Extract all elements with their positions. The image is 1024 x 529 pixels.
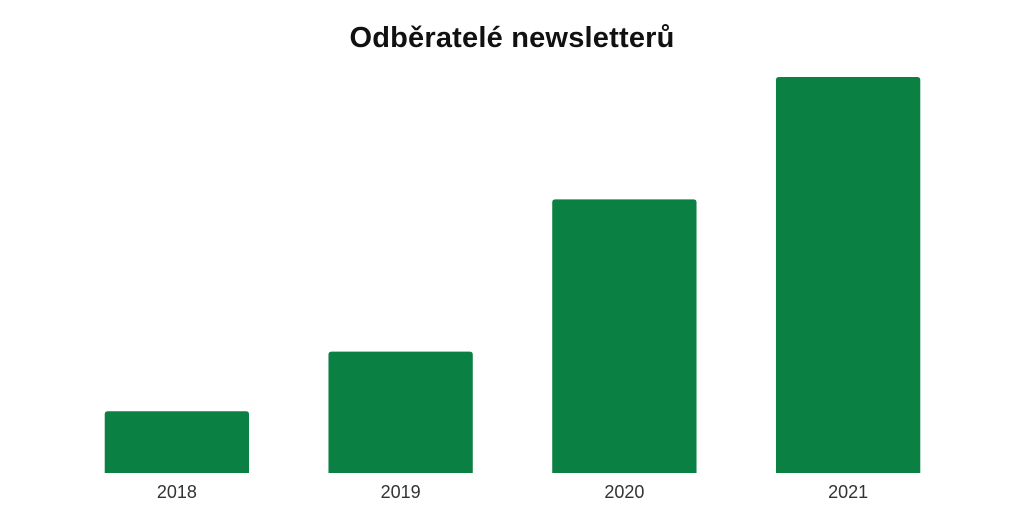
bars-group (104, 76, 921, 474)
bar-2018 (104, 411, 250, 473)
bar-2019 (328, 351, 473, 473)
bar-2021 (775, 76, 921, 474)
x-tick-label-2018: 2018 (157, 482, 197, 502)
bar-2020 (552, 199, 697, 473)
x-tick-label-2019: 2019 (381, 482, 421, 502)
x-axis-ticks: 2018 2019 2020 2021 (157, 482, 868, 502)
chart-title: Odběratelé newsletterů (349, 22, 675, 54)
x-tick-label-2020: 2020 (604, 482, 644, 502)
x-tick-label-2021: 2021 (828, 482, 868, 502)
